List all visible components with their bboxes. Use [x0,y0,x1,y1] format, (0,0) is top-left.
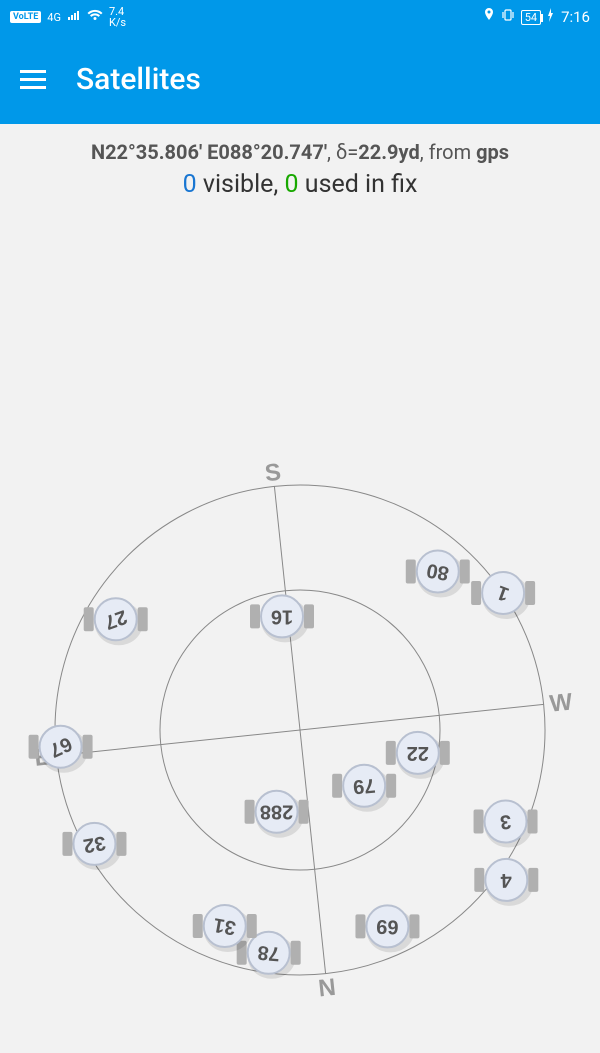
volte-badge: VoLTE [10,11,41,23]
app-bar: Satellites [0,34,600,124]
visible-count: 0 [183,170,197,199]
clock: 7:16 [561,8,590,26]
satellite-3: 3 [474,801,538,848]
svg-text:69: 69 [376,915,399,938]
status-left: VoLTE 4G 7.4K/s [10,6,126,28]
menu-button[interactable] [20,70,46,89]
status-bar: VoLTE 4G 7.4K/s 54 7:16 [0,0,600,34]
svg-text:288: 288 [260,801,293,823]
satellite-69: 69 [355,905,419,952]
net-gen: 4G [47,11,61,24]
svg-text:16: 16 [271,605,293,627]
wifi-icon [87,9,103,25]
signal-icon [67,9,81,25]
used-count: 0 [285,170,299,199]
svg-text:78: 78 [257,941,281,965]
satellite-32: 32 [62,823,126,870]
page-title: Satellites [76,62,201,97]
coords: N22°35.806' E088°20.747' [91,140,327,164]
svg-text:4: 4 [499,869,512,891]
compass-s: S [264,459,283,488]
satellite-31: 31 [193,905,257,952]
satellite-288: 288 [245,791,309,838]
svg-text:3: 3 [499,810,512,833]
battery-indicator: 54 [521,10,541,25]
satellite-counts: 0 visible, 0 used in fix [0,170,600,219]
svg-text:79: 79 [352,774,376,798]
compass-n: N [317,974,337,1003]
compass-w: W [548,688,574,717]
sky-plot: SNEW27801166722792883234697831 [0,260,600,1053]
satellite-79: 79 [332,765,396,812]
svg-text:80: 80 [425,559,451,585]
satellite-4: 4 [474,859,538,906]
satellite-80: 80 [406,551,470,598]
vibrate-icon [501,8,515,26]
charging-icon [547,8,555,26]
svg-text:31: 31 [212,913,238,939]
svg-text:32: 32 [82,831,108,857]
satellite-16: 16 [250,595,314,642]
net-speed: 7.4K/s [109,6,126,28]
location-info: N22°35.806' E088°20.747', δ=22.9yd, from… [0,124,600,170]
satellite-1: 1 [471,572,535,619]
satellite-27: 27 [84,598,148,645]
location-icon [483,8,495,26]
status-right: 54 7:16 [483,8,590,26]
svg-text:22: 22 [407,742,429,764]
